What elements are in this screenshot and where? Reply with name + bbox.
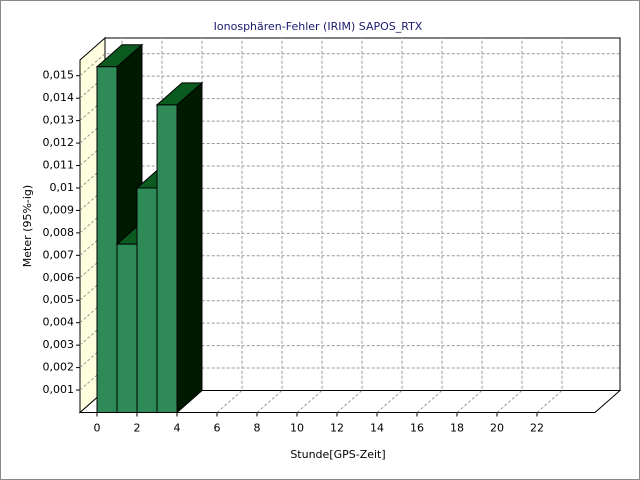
bar [136,187,158,413]
bar [116,243,138,413]
grid-line [336,38,363,413]
x-tick-label: 14 [370,422,384,435]
y-axis-label: Meter (95%-ig) [21,185,34,267]
x-tick-label: 2 [134,422,141,435]
y-tick-label: 0,007 [43,248,75,261]
y-tick-label: 0,001 [43,383,75,396]
y-tick-label: 0,013 [43,114,75,127]
grid-line [79,53,620,77]
grid-line [416,38,443,413]
grid-line [496,38,523,413]
grid-line [79,120,620,144]
grid-line [79,187,620,211]
x-tick-label: 0 [94,422,101,435]
bar [156,104,178,414]
grid-line [79,322,620,346]
bar [96,66,118,414]
grid-line [79,232,620,256]
grid-line [79,210,620,234]
grid-line [79,255,620,279]
grid-line [79,277,620,301]
x-tick-label: 8 [254,422,261,435]
y-tick-label: 0,005 [43,293,75,306]
y-tick-label: 0,012 [43,136,75,149]
grid-line [79,143,620,166]
x-tick-label: 10 [290,422,304,435]
grid-line [79,75,620,99]
x-tick-label: 22 [530,422,544,435]
y-tick-label: 0,002 [43,361,75,374]
y-tick-label: 0,003 [43,338,75,351]
grid-line [256,38,283,413]
y-tick-label: 0,01 [50,181,75,194]
chart-title: Ionosphären-Fehler (IRIM) SAPOS_RTX [214,20,423,33]
bar-side [176,81,203,414]
grid-line [79,300,620,324]
grid-line [79,345,620,368]
x-axis-label: Stunde[GPS-Zeit] [290,448,385,461]
grid-line [376,38,403,413]
grid-line [456,38,483,413]
x-tick-label: 12 [330,422,344,435]
y-tick-label: 0,011 [43,159,75,172]
x-tick-label: 4 [174,422,181,435]
grid-line [79,98,620,121]
grid-line [536,38,563,413]
x-tick-label: 16 [410,422,424,435]
grid-line [79,367,620,391]
x-tick-label: 18 [450,422,464,435]
y-tick-label: 0,008 [43,226,75,239]
y-tick-label: 0,014 [43,91,75,104]
y-tick-label: 0,004 [43,316,75,329]
x-tick-label: 6 [214,422,221,435]
y-tick-label: 0,006 [43,271,75,284]
x-tick-label: 20 [490,422,504,435]
grid-line [216,38,243,413]
y-tick-label: 0,015 [43,69,75,82]
grid-line [296,38,323,413]
y-tick-label: 0,009 [43,203,75,216]
grid-line [79,165,620,189]
